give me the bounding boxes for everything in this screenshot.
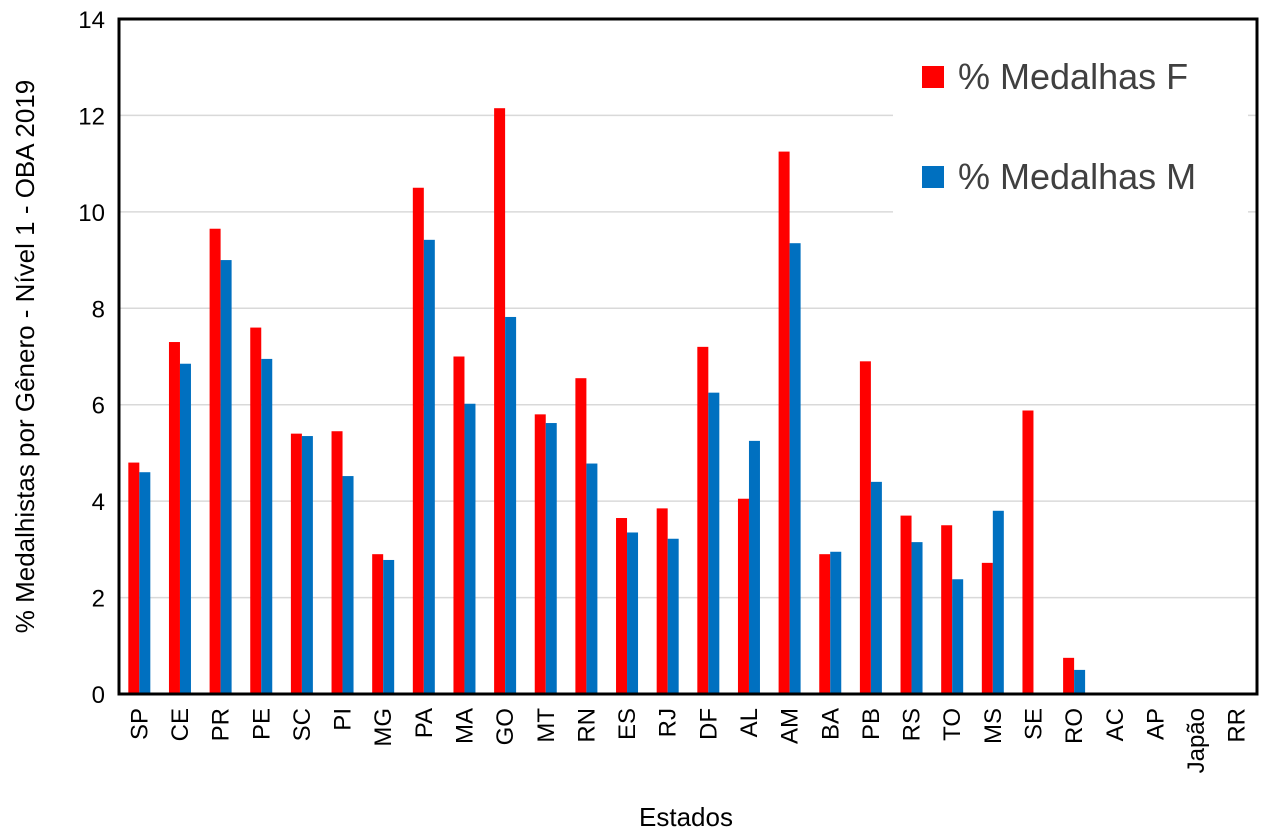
legend-swatch	[922, 166, 944, 188]
x-tick-label: MT	[533, 708, 560, 743]
bar-m-rs	[911, 542, 923, 694]
x-tick-label: SE	[1020, 708, 1047, 740]
bar-f-ms	[981, 562, 993, 694]
bar-f-ma	[453, 356, 465, 694]
bar-m-pb	[870, 481, 882, 694]
x-tick-label: CE	[167, 708, 194, 741]
bar-f-pb	[859, 361, 871, 694]
x-tick-label: RJ	[655, 708, 682, 737]
bar-f-rj	[656, 508, 668, 694]
legend-label: % Medalhas F	[958, 56, 1188, 97]
bar-f-ba	[819, 554, 831, 694]
x-tick-label: RS	[899, 708, 926, 741]
bar-f-pa	[412, 187, 424, 694]
y-tick-label: 4	[92, 489, 105, 516]
x-tick-label: RO	[1061, 708, 1088, 744]
x-tick-label: PR	[208, 708, 235, 741]
bar-m-pa	[423, 239, 435, 695]
bar-m-pr	[220, 260, 232, 694]
bar-m-sc	[301, 436, 313, 694]
x-tick-label: MG	[370, 708, 397, 747]
plot-area-border	[117, 17, 1259, 696]
bar-f-go	[494, 108, 506, 695]
bar-m-mt	[545, 423, 557, 694]
bar-m-ma	[464, 403, 476, 694]
bar-m-go	[505, 316, 517, 694]
bar-m-es	[627, 532, 639, 694]
bar-f-sc	[290, 433, 302, 694]
x-tick-label: TO	[939, 708, 966, 741]
bar-f-es	[616, 518, 628, 694]
y-tick-label: 6	[92, 393, 105, 420]
x-tick-label: MS	[980, 708, 1007, 744]
bar-f-am	[778, 151, 790, 694]
bar-f-pe	[250, 327, 262, 694]
bars	[128, 108, 1086, 695]
bar-m-pi	[342, 476, 354, 694]
bar-m-pe	[261, 358, 273, 694]
bar-m-ba	[830, 551, 842, 694]
legend: % Medalhas F % Medalhas M	[893, 30, 1248, 220]
x-tick-label: AM	[777, 708, 804, 744]
y-tick-label: 8	[92, 296, 105, 323]
bar-m-to	[952, 579, 964, 694]
bar-f-rn	[575, 378, 587, 694]
x-axis-ticks: SP CE PR PE SC PI MG PA MA GO MT RN ES RJ DF AL AM BA PB RS…	[126, 708, 1250, 774]
bar-m-am	[789, 243, 801, 695]
bar-m-df	[708, 392, 720, 694]
x-axis-title: Estados	[639, 802, 733, 832]
y-axis-ticks: 0 2 4 6 8 10 12 14	[78, 7, 105, 709]
bar-f-to	[941, 525, 953, 694]
x-tick-label: SP	[126, 708, 153, 740]
x-tick-label: GO	[492, 708, 519, 745]
bar-m-ms	[992, 510, 1004, 694]
y-tick-label: 12	[78, 103, 105, 130]
x-tick-label: Japão	[1183, 708, 1210, 773]
x-tick-label: DF	[695, 708, 722, 740]
x-tick-label: BA	[817, 708, 844, 740]
bar-m-rn	[586, 463, 598, 694]
x-tick-label: AC	[1102, 708, 1129, 741]
bar-f-sp	[128, 462, 140, 694]
legend-swatch	[922, 66, 944, 88]
bar-f-al	[737, 498, 749, 694]
y-axis-title: % Medalhistas por Gênero - Nível 1 - OBA…	[10, 80, 40, 634]
legend-label: % Medalhas M	[958, 156, 1196, 197]
bar-f-df	[697, 346, 709, 694]
bar-f-se	[1022, 410, 1034, 694]
x-tick-label: AL	[736, 708, 763, 737]
bar-f-mt	[534, 414, 546, 694]
y-tick-label: 2	[92, 586, 105, 613]
y-tick-label: 10	[78, 200, 105, 227]
x-tick-label: RN	[573, 708, 600, 743]
x-tick-label: PE	[248, 708, 275, 740]
x-tick-label: MA	[451, 708, 478, 744]
bar-m-rj	[667, 538, 679, 694]
x-tick-label: ES	[614, 708, 641, 740]
bar-m-sp	[139, 472, 151, 694]
bar-m-al	[748, 440, 760, 694]
bar-f-rs	[900, 515, 912, 694]
x-tick-label: SC	[289, 708, 316, 741]
bar-f-ro	[1063, 657, 1075, 694]
x-tick-label: PA	[411, 708, 438, 738]
y-tick-label: 14	[78, 7, 105, 34]
x-tick-label: PB	[858, 708, 885, 740]
x-tick-label: PI	[330, 708, 357, 731]
bar-f-pi	[331, 431, 343, 694]
x-tick-label: RR	[1224, 708, 1251, 743]
bar-m-mg	[383, 559, 395, 694]
bar-m-ro	[1074, 669, 1086, 694]
bar-f-mg	[372, 554, 384, 694]
plot-frame	[117, 17, 1259, 696]
y-tick-label: 0	[92, 682, 105, 709]
bar-m-ce	[179, 363, 191, 694]
legend-background	[893, 30, 1248, 220]
bar-f-pr	[209, 228, 221, 694]
bar-f-ce	[168, 342, 180, 694]
x-tick-label: AP	[1142, 708, 1169, 740]
